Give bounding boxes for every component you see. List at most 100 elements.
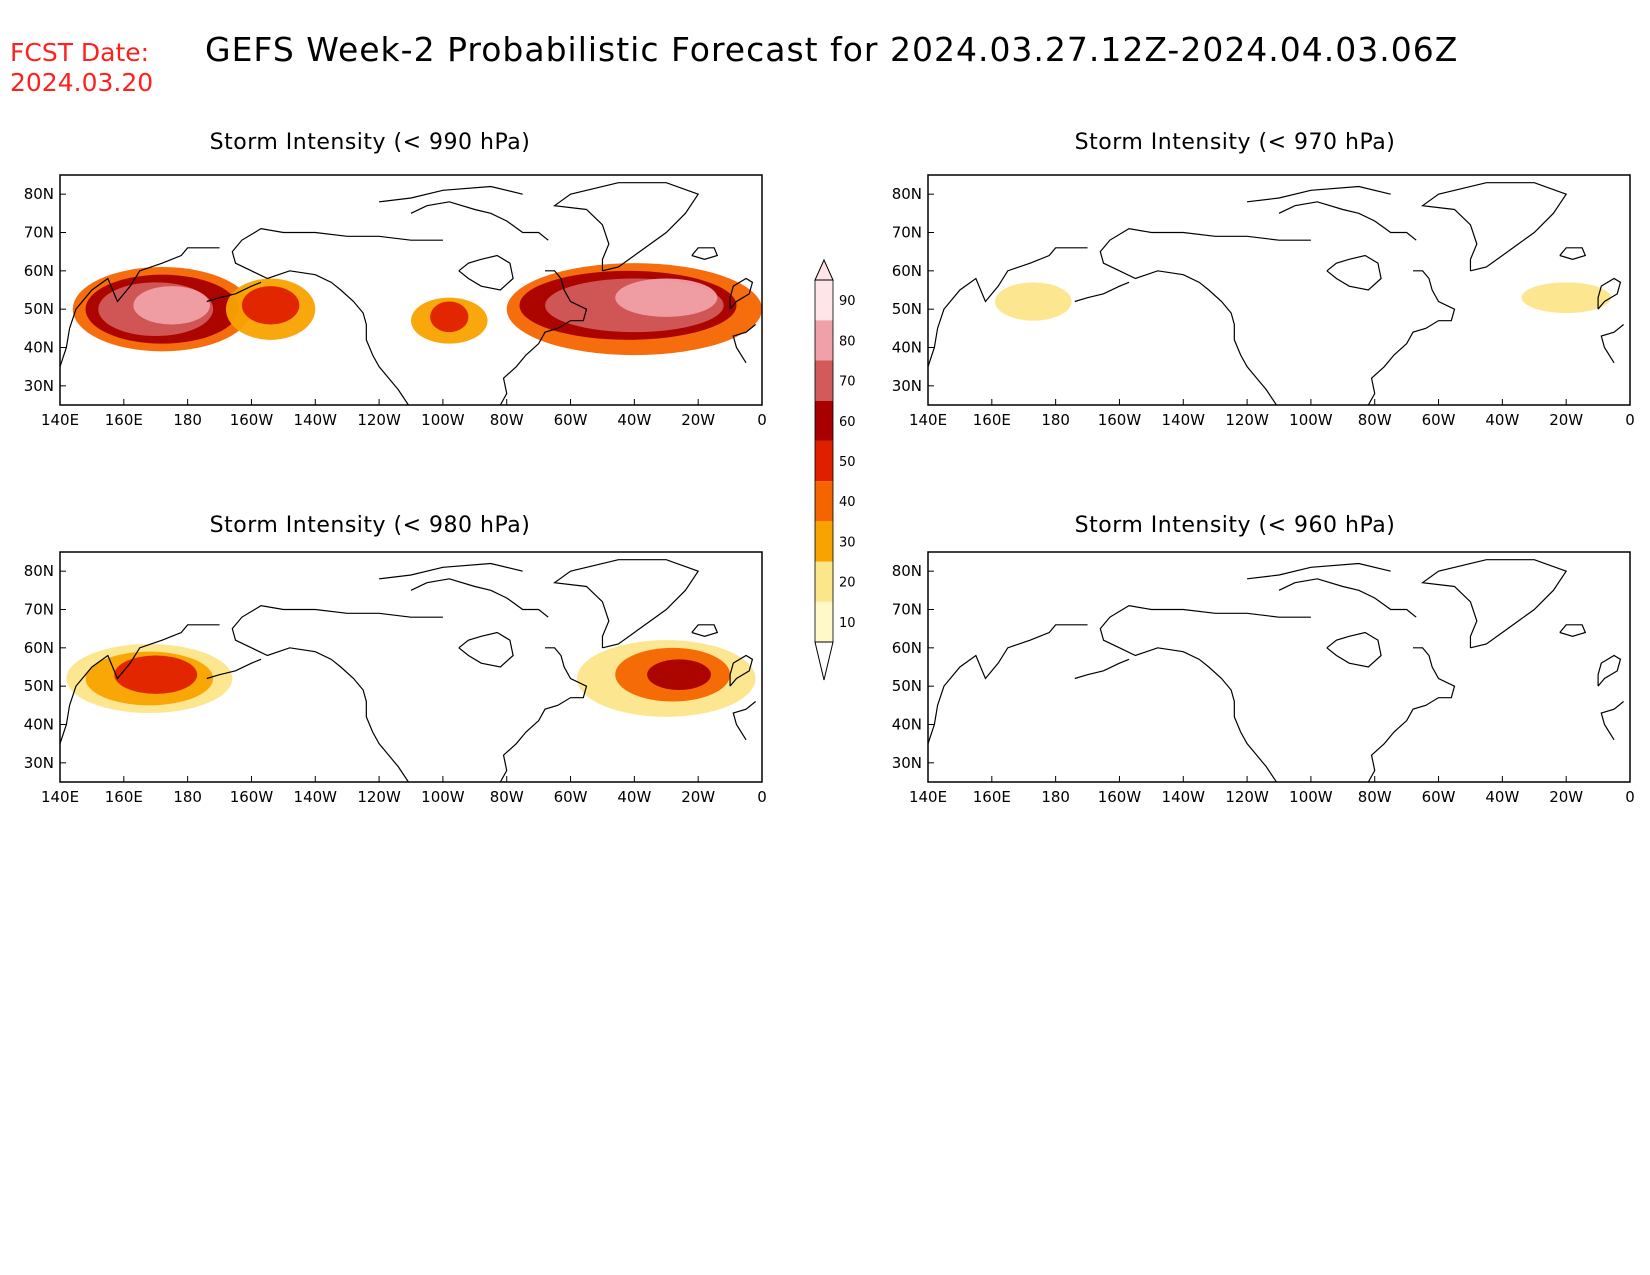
lat-label-p990-4: 40N — [24, 339, 54, 357]
lon-label-p970-5: 120W — [1225, 411, 1269, 429]
coastline — [458, 254, 514, 291]
map-panel-p980: 80N 70N 60N 50N 40N 30N 140E 160E 180 160W 140W 120… — [24, 551, 767, 806]
coastline — [1247, 562, 1391, 580]
coastline — [1597, 277, 1622, 310]
lon-label-p970-11: 0 — [1625, 411, 1635, 429]
lon-label-p970-1: 160E — [973, 411, 1011, 429]
lat-label-p980-4: 40N — [24, 716, 54, 734]
coastline — [231, 228, 443, 272]
probability-area-p990-3 — [133, 286, 210, 325]
map-area-p960 — [928, 552, 1630, 782]
lon-label-p980-4: 140W — [294, 788, 338, 806]
colorbar: 10 20 30 40 50 60 70 80 90 — [814, 258, 856, 681]
map-frame-p960 — [927, 551, 1631, 783]
coastline — [1420, 559, 1568, 649]
lat-label-p980-0: 80N — [24, 562, 54, 580]
lon-label-p990-6: 100W — [421, 411, 465, 429]
lon-label-p970-10: 20W — [1549, 411, 1583, 429]
colorbar-bin-2 — [815, 521, 833, 562]
coastline — [1099, 605, 1311, 649]
coastline — [1119, 270, 1278, 405]
lon-label-p980-2: 180 — [173, 788, 202, 806]
lat-label-p980-5: 30N — [24, 754, 54, 772]
coastline — [691, 247, 719, 260]
lon-label-p990-3: 160W — [230, 411, 274, 429]
coastline — [251, 270, 410, 405]
coastline — [206, 281, 262, 303]
probability-area-p980-2 — [114, 655, 198, 694]
colorbar-label-3: 40 — [839, 495, 856, 510]
lon-label-p990-9: 40W — [617, 411, 651, 429]
coastline — [552, 182, 700, 272]
map-area-p980 — [60, 552, 762, 782]
panel-title-990: Storm Intensity (< 990 hPa) — [209, 130, 531, 155]
coastline — [1074, 281, 1130, 303]
probability-area-p970-0 — [995, 282, 1072, 321]
coastline — [691, 624, 719, 637]
colorbar-bin-8 — [815, 280, 833, 321]
panel-title-960: Storm Intensity (< 960 hPa) — [1074, 513, 1396, 538]
lat-label-p960-2: 60N — [892, 639, 922, 657]
colorbar-label-6: 70 — [839, 375, 856, 390]
colorbar-label-7: 80 — [839, 334, 856, 349]
coastline — [729, 277, 754, 310]
probability-area-p980-5 — [647, 659, 711, 691]
lat-label-p980-1: 70N — [24, 601, 54, 619]
lon-label-p970-9: 40W — [1485, 411, 1519, 429]
lon-label-p980-1: 160E — [105, 788, 143, 806]
probability-area-p970-1 — [1521, 282, 1611, 313]
colorbar-label-8: 90 — [839, 294, 856, 309]
lon-label-p980-11: 0 — [757, 788, 767, 806]
colorbar-label-0: 10 — [839, 616, 856, 631]
colorbar-bin-0 — [815, 601, 833, 642]
map-panel-p970: 80N 70N 60N 50N 40N 30N 140E 160E 180 160W 140W 120… — [892, 174, 1635, 429]
lon-label-p960-2: 180 — [1041, 788, 1070, 806]
colorbar-bin-3 — [815, 481, 833, 522]
map-area-p990 — [60, 175, 762, 405]
colorbar-frame — [814, 279, 834, 643]
coastline — [928, 247, 1088, 367]
map-background — [928, 552, 1630, 782]
lat-label-p960-1: 70N — [892, 601, 922, 619]
coastline — [928, 624, 1088, 744]
lon-label-p960-11: 0 — [1625, 788, 1635, 806]
map-panel-p990: 80N 70N 60N 50N 40N 30N 140E 160E 180 160W 140W 120… — [24, 174, 767, 429]
lat-label-p960-0: 80N — [892, 562, 922, 580]
coastline — [1559, 247, 1587, 260]
forecast-date-value: 2024.03.20 — [10, 68, 154, 97]
colorbar-bin-4 — [815, 440, 833, 482]
colorbar-label-2: 30 — [839, 535, 856, 550]
coastline — [1367, 647, 1456, 782]
lon-label-p990-5: 120W — [357, 411, 401, 429]
coastline — [379, 562, 523, 580]
lat-label-p990-1: 70N — [24, 224, 54, 242]
lon-label-p960-4: 140W — [1162, 788, 1206, 806]
lon-label-p990-10: 20W — [681, 411, 715, 429]
lon-label-p990-1: 160E — [105, 411, 143, 429]
colorbar-label-5: 60 — [839, 415, 856, 430]
coastline — [1278, 201, 1417, 241]
lon-label-p960-6: 100W — [1289, 788, 1333, 806]
lon-label-p990-8: 60W — [554, 411, 588, 429]
lat-label-p970-3: 50N — [892, 300, 922, 318]
coastline — [1600, 701, 1624, 741]
coastline — [499, 647, 588, 782]
coastline — [729, 654, 754, 687]
forecast-date-label: FCST Date: — [10, 38, 150, 67]
coastline — [1278, 578, 1417, 618]
lon-label-p980-10: 20W — [681, 788, 715, 806]
lon-label-p990-4: 140W — [294, 411, 338, 429]
colorbar-bin-5 — [815, 400, 833, 441]
page-title: GEFS Week-2 Probabilistic Forecast for 2… — [205, 30, 1459, 69]
lon-label-p960-5: 120W — [1225, 788, 1269, 806]
lon-label-p970-4: 140W — [1162, 411, 1206, 429]
lon-label-p990-0: 140E — [41, 411, 79, 429]
lat-label-p980-2: 60N — [24, 639, 54, 657]
lon-label-p960-8: 60W — [1422, 788, 1456, 806]
lon-label-p960-1: 160E — [973, 788, 1011, 806]
lon-label-p960-0: 140E — [909, 788, 947, 806]
coastline — [60, 624, 220, 744]
lon-label-p960-7: 80W — [1358, 788, 1392, 806]
colorbar-bottom-arrow — [814, 641, 834, 681]
forecast-date-block: FCST Date: 2024.03.20 — [10, 38, 153, 98]
